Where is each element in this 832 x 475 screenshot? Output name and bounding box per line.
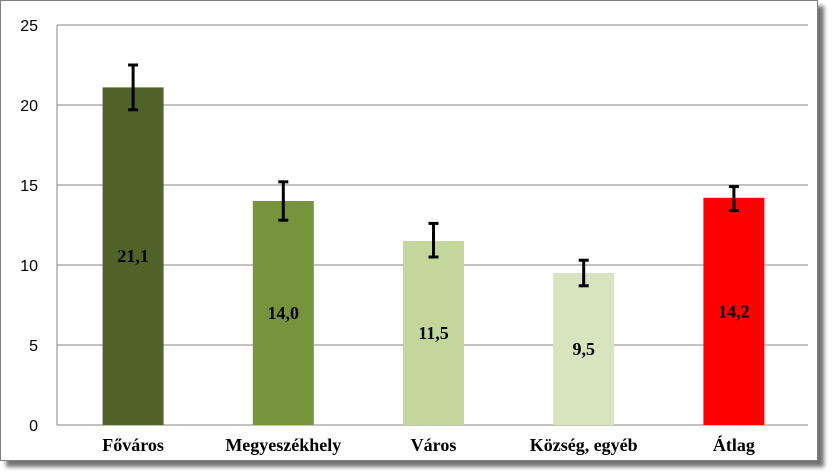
y-tick-label: 20 — [20, 98, 38, 115]
bar — [102, 87, 164, 426]
bar — [703, 197, 765, 425]
y-tick-label: 25 — [20, 18, 38, 35]
data-label: 11,5 — [418, 323, 449, 343]
y-tick-label: 0 — [29, 418, 38, 435]
data-label: 21,1 — [117, 246, 149, 266]
x-tick-label: Város — [411, 435, 457, 455]
data-label: 14,0 — [268, 303, 300, 323]
bar — [553, 273, 615, 425]
data-label: 9,5 — [572, 339, 595, 359]
y-tick-label: 5 — [29, 338, 38, 355]
x-tick-label: Megyeszékhely — [225, 435, 341, 455]
x-tick-label: Község, egyéb — [530, 435, 638, 455]
data-label: 14,2 — [718, 301, 750, 321]
bar — [252, 201, 314, 425]
y-tick-label: 15 — [20, 178, 38, 195]
x-tick-label: Főváros — [102, 435, 164, 455]
bar — [403, 241, 464, 425]
y-tick-label: 10 — [20, 258, 38, 275]
x-tick-label: Átlag — [713, 434, 755, 455]
